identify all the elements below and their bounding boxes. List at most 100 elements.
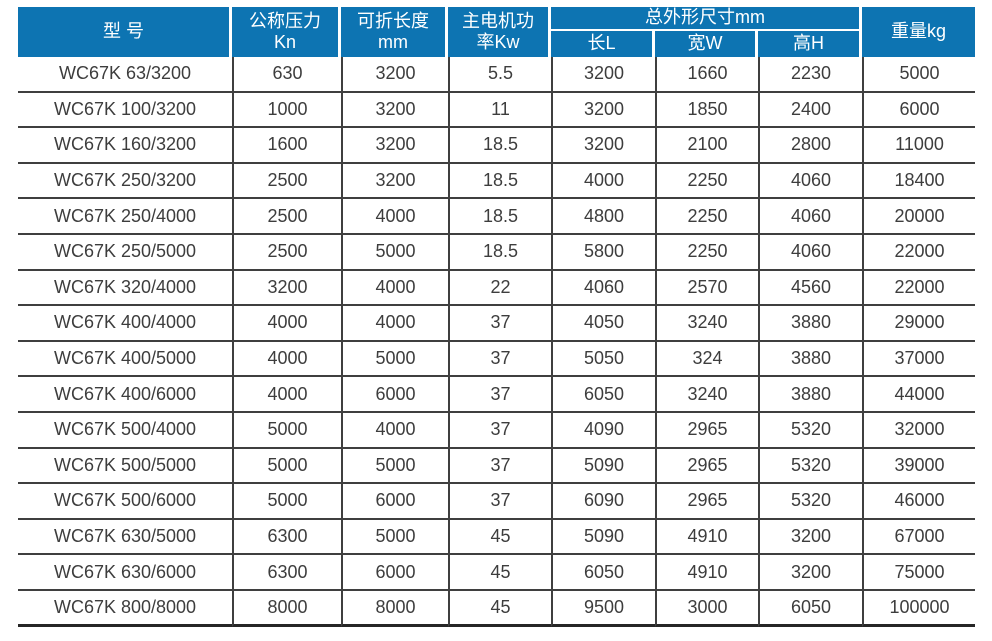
- value-cell: 37: [448, 306, 551, 342]
- header-fold-length-line2: mm: [378, 32, 408, 52]
- value-cell: 18400: [862, 163, 975, 200]
- value-cell: 29000: [862, 306, 975, 342]
- value-cell: 75000: [862, 555, 975, 591]
- header-motor-power-line1: 主电机功: [462, 11, 534, 32]
- value-cell: 8000: [232, 590, 341, 627]
- value-cell: 5090: [551, 519, 655, 556]
- value-cell: 1600: [232, 128, 341, 164]
- model-cell: WC67K 320/4000: [18, 270, 232, 307]
- value-cell: 4560: [758, 270, 862, 307]
- value-cell: 6300: [232, 519, 341, 556]
- value-cell: 2500: [232, 163, 341, 200]
- header-dim-width: 宽W: [655, 31, 758, 57]
- value-cell: 5050: [551, 341, 655, 378]
- header-fold-length-line1: 可折长度: [357, 11, 429, 32]
- value-cell: 22000: [862, 234, 975, 271]
- value-cell: 6000: [862, 92, 975, 129]
- model-cell: WC67K 500/5000: [18, 448, 232, 485]
- value-cell: 3200: [341, 163, 448, 200]
- value-cell: 6050: [758, 590, 862, 627]
- value-cell: 2965: [655, 448, 758, 485]
- model-cell: WC67K 250/4000: [18, 199, 232, 235]
- value-cell: 6050: [551, 377, 655, 413]
- value-cell: 44000: [862, 377, 975, 413]
- value-cell: 18.5: [448, 128, 551, 164]
- value-cell: 45: [448, 590, 551, 627]
- table-row: WC67K 500/4000 5000 4000 37 4090 2965 5320 3200…: [18, 412, 975, 449]
- value-cell: 2250: [655, 163, 758, 200]
- header-fold-length: 可折长度 mm: [341, 7, 448, 57]
- value-cell: 3200: [551, 92, 655, 129]
- value-cell: 4000: [232, 341, 341, 378]
- value-cell: 5090: [551, 448, 655, 485]
- value-cell: 3240: [655, 377, 758, 413]
- model-cell: WC67K 100/3200: [18, 92, 232, 129]
- value-cell: 22000: [862, 270, 975, 307]
- value-cell: 3200: [551, 57, 655, 93]
- value-cell: 324: [655, 341, 758, 378]
- value-cell: 4060: [758, 234, 862, 271]
- value-cell: 3200: [758, 555, 862, 591]
- value-cell: 11: [448, 92, 551, 129]
- value-cell: 4800: [551, 199, 655, 235]
- table-row: WC67K 63/3200 630 3200 5.5 3200 1660 2230 5000: [18, 57, 975, 93]
- table-row: WC67K 250/5000 2500 5000 18.5 5800 2250 4060 22…: [18, 234, 975, 271]
- value-cell: 3880: [758, 377, 862, 413]
- value-cell: 4060: [551, 270, 655, 307]
- value-cell: 5000: [341, 341, 448, 378]
- value-cell: 4060: [758, 163, 862, 200]
- value-cell: 2250: [655, 199, 758, 235]
- value-cell: 6000: [341, 484, 448, 520]
- value-cell: 3240: [655, 306, 758, 342]
- table-header: 型 号 公称压力 Kn 可折长度 mm 主电机功 率Kw 总外形尺寸mm 重量k…: [18, 7, 975, 57]
- model-cell: WC67K 800/8000: [18, 590, 232, 627]
- value-cell: 2230: [758, 57, 862, 93]
- value-cell: 4000: [232, 377, 341, 413]
- value-cell: 5000: [232, 448, 341, 485]
- header-weight: 重量kg: [862, 7, 975, 57]
- header-pressure: 公称压力 Kn: [232, 7, 341, 57]
- value-cell: 4000: [341, 306, 448, 342]
- header-dim-height: 高H: [758, 31, 862, 57]
- value-cell: 37: [448, 484, 551, 520]
- model-cell: WC67K 63/3200: [18, 57, 232, 93]
- value-cell: 1660: [655, 57, 758, 93]
- table-row: WC67K 400/4000 4000 4000 37 4050 3240 3880 2900…: [18, 306, 975, 342]
- table-row: WC67K 630/5000 6300 5000 45 5090 4910 3200 6700…: [18, 519, 975, 556]
- table-row: WC67K 320/4000 3200 4000 22 4060 2570 4560 2200…: [18, 270, 975, 307]
- value-cell: 2570: [655, 270, 758, 307]
- value-cell: 18.5: [448, 234, 551, 271]
- value-cell: 2100: [655, 128, 758, 164]
- value-cell: 3200: [341, 57, 448, 93]
- value-cell: 37: [448, 412, 551, 449]
- value-cell: 46000: [862, 484, 975, 520]
- value-cell: 5000: [341, 448, 448, 485]
- value-cell: 5000: [862, 57, 975, 93]
- value-cell: 8000: [341, 590, 448, 627]
- header-dimensions-group: 总外形尺寸mm: [551, 7, 862, 31]
- spec-table-container: 型 号 公称压力 Kn 可折长度 mm 主电机功 率Kw 总外形尺寸mm 重量k…: [18, 7, 975, 627]
- value-cell: 5000: [232, 484, 341, 520]
- table-row: WC67K 800/8000 8000 8000 45 9500 3000 6050 1000…: [18, 590, 975, 627]
- value-cell: 5000: [232, 412, 341, 449]
- model-cell: WC67K 630/5000: [18, 519, 232, 556]
- value-cell: 3880: [758, 306, 862, 342]
- model-cell: WC67K 160/3200: [18, 128, 232, 164]
- table-body: WC67K 63/3200 630 3200 5.5 3200 1660 2230 5000 W…: [18, 57, 975, 627]
- value-cell: 2800: [758, 128, 862, 164]
- value-cell: 3000: [655, 590, 758, 627]
- value-cell: 3200: [341, 92, 448, 129]
- value-cell: 37: [448, 448, 551, 485]
- value-cell: 6000: [341, 555, 448, 591]
- value-cell: 1000: [232, 92, 341, 129]
- value-cell: 4910: [655, 519, 758, 556]
- value-cell: 1850: [655, 92, 758, 129]
- table-row: WC67K 630/6000 6300 6000 45 6050 4910 3200 7500…: [18, 555, 975, 591]
- value-cell: 67000: [862, 519, 975, 556]
- header-dim-length: 长L: [551, 31, 655, 57]
- value-cell: 18.5: [448, 163, 551, 200]
- value-cell: 4910: [655, 555, 758, 591]
- model-cell: WC67K 630/6000: [18, 555, 232, 591]
- value-cell: 45: [448, 555, 551, 591]
- value-cell: 3200: [232, 270, 341, 307]
